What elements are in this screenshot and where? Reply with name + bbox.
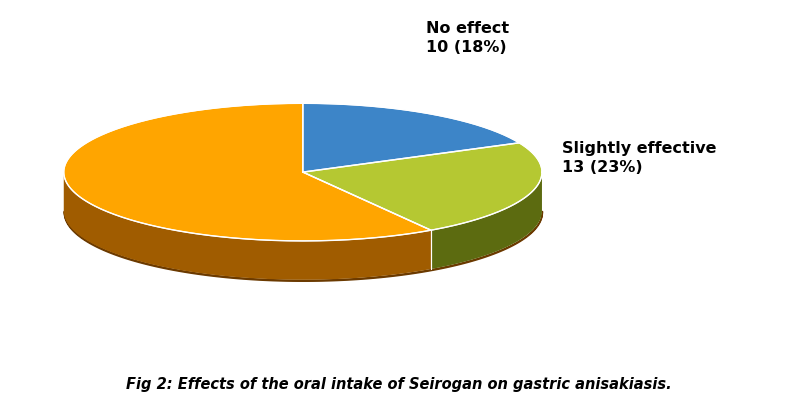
Polygon shape — [431, 172, 542, 269]
Polygon shape — [303, 143, 542, 230]
Text: Slightly effective
13 (23%): Slightly effective 13 (23%) — [562, 141, 717, 175]
Polygon shape — [64, 103, 431, 241]
Text: No effect
10 (18%): No effect 10 (18%) — [426, 21, 509, 55]
Polygon shape — [64, 172, 431, 280]
Text: Effective
33 (59%): Effective 33 (59%) — [99, 145, 180, 178]
Text: Fig 2: Effects of the oral intake of Seirogan on gastric anisakiasis.: Fig 2: Effects of the oral intake of Sei… — [126, 377, 671, 393]
Polygon shape — [303, 103, 519, 172]
